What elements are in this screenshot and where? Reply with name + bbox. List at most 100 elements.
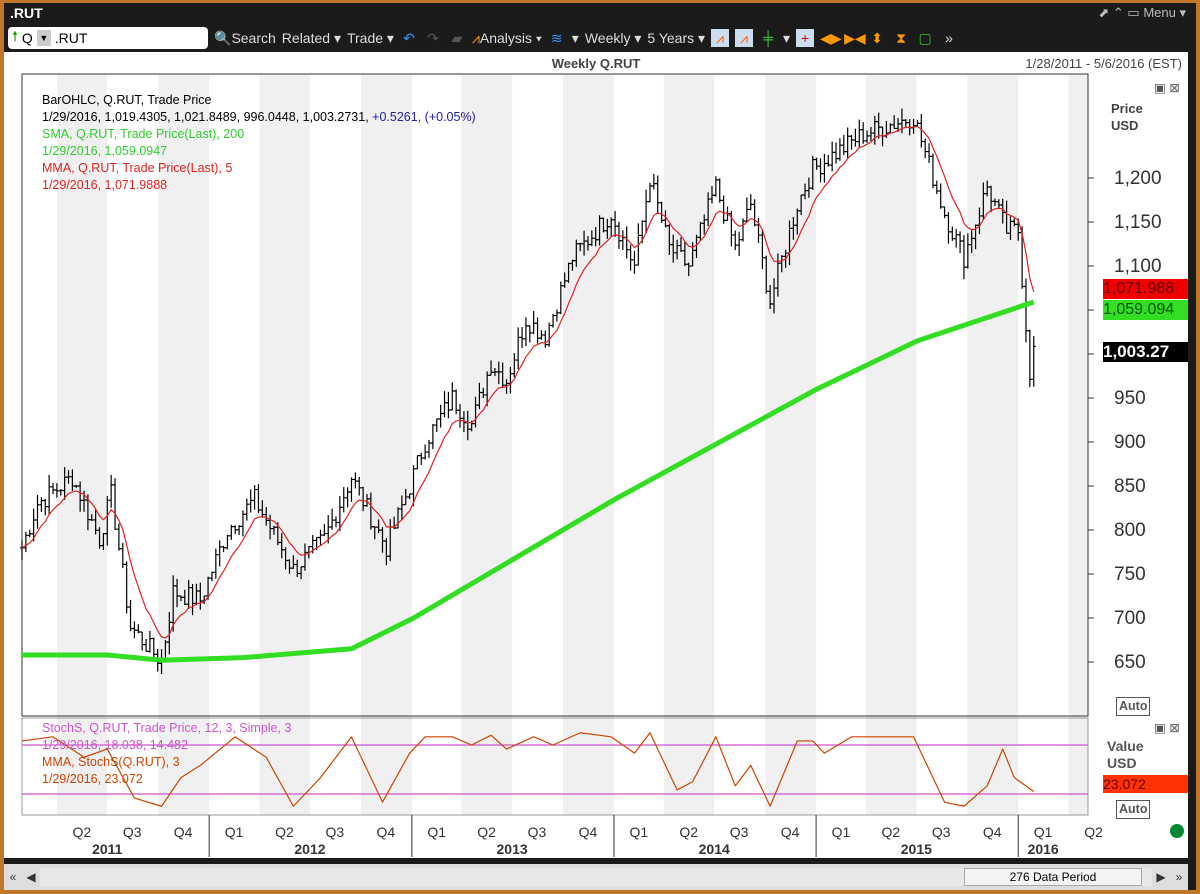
analysis-dropdown[interactable]: ⩘Analysis ▾ <box>471 29 542 46</box>
symbol-field[interactable]: 🠕 Q ▼ .RUT <box>8 27 208 49</box>
ohlc-bar <box>454 389 459 415</box>
maximize-icon[interactable]: ▭ <box>1127 5 1140 20</box>
search-button[interactable]: 🔍Search <box>214 29 276 46</box>
ohlc-bar <box>764 255 769 294</box>
ohlc-bar <box>1000 198 1005 224</box>
scroll-end-icon[interactable]: » <box>1175 870 1183 884</box>
menu-button[interactable]: Menu <box>1143 5 1176 20</box>
expand-horizontal-icon[interactable]: ◀▶ <box>820 30 842 46</box>
y-tick-label: 950 <box>1114 388 1146 409</box>
ohlc-bar <box>361 486 366 512</box>
quarter-band <box>360 74 412 815</box>
ohlc-bar <box>144 638 149 652</box>
ohlc-bar <box>244 498 249 521</box>
ohlc-bar <box>268 514 273 540</box>
compare-chart-icon[interactable]: ⩘ <box>735 29 754 47</box>
ohlc-bar <box>35 495 40 529</box>
x-quarter-label: Q3 <box>123 824 142 840</box>
crosshair-icon[interactable]: ╪ <box>763 30 773 46</box>
close-pane-icon[interactable]: ⊠ <box>1169 721 1180 735</box>
folder-icon[interactable]: ▰ <box>451 30 463 46</box>
range-dropdown[interactable]: 5 Years ▾ <box>647 29 706 46</box>
undo-icon[interactable]: ↶ <box>403 30 415 46</box>
related-dropdown[interactable]: Related ▾ <box>281 29 341 46</box>
date-range: 1/28/2011 - 5/6/2016 (EST) <box>1025 56 1182 71</box>
minimize-pane-icon[interactable]: ▣ <box>1154 81 1166 95</box>
quarter-band <box>259 74 310 815</box>
scroll-start-icon[interactable]: « <box>9 870 17 884</box>
ohlc-bar <box>799 194 804 215</box>
symbol-input[interactable]: .RUT <box>54 30 88 46</box>
compress-vertical-icon[interactable]: ⧗ <box>896 30 906 46</box>
chevron-down-icon[interactable]: ▼ <box>36 30 51 46</box>
ohlc-bar <box>965 233 970 269</box>
ohlc-bar <box>791 216 796 240</box>
ohlc-bar <box>399 495 404 520</box>
ohlc-bar <box>772 278 777 314</box>
ohlc-bar <box>202 595 207 605</box>
ohlc-bar <box>942 206 947 219</box>
ohlc-bar <box>225 534 230 550</box>
quarter-band <box>158 74 210 815</box>
x-quarter-label: Q3 <box>528 824 547 840</box>
more-icon[interactable]: » <box>945 30 953 46</box>
ohlc-bar <box>752 199 757 227</box>
ohlc-bar <box>233 525 238 534</box>
ohlc-bar <box>93 508 98 535</box>
lower-auto-scale-button[interactable]: Auto <box>1116 800 1151 819</box>
price-chart[interactable]: 650 700 750 800 850 900 950 1,100 1,150 1,200 Q2 Q3… <box>4 52 1188 858</box>
line-chart-icon[interactable]: ⩘ <box>711 29 730 47</box>
ohlc-bar <box>539 330 544 340</box>
scrollbar[interactable]: « ◀ 276 Data Period ▶ » <box>4 864 1188 890</box>
ohlc-bar <box>51 482 56 495</box>
ohlc-bar <box>748 194 753 211</box>
ohlc-bar <box>531 311 536 335</box>
ohlc-bar <box>341 487 346 513</box>
compress-horizontal-icon[interactable]: ▶◀ <box>844 30 866 46</box>
ohlc-bar <box>678 237 683 252</box>
ohlc-bar <box>818 158 823 183</box>
redo-icon[interactable]: ↷ <box>427 30 439 46</box>
scroll-thumb[interactable]: 276 Data Period <box>964 868 1142 886</box>
ohlc-bar <box>896 118 901 133</box>
ohlc-bar <box>116 523 121 551</box>
ohlc-bar <box>1008 216 1013 240</box>
quarter-band <box>967 74 1019 815</box>
scroll-track[interactable]: 276 Data Period <box>40 868 1152 886</box>
ohlc-bar <box>834 142 839 164</box>
stoch-line <box>21 732 1035 807</box>
trade-dropdown[interactable]: Trade ▾ <box>346 29 394 46</box>
analysis-icon: ⩘ <box>471 29 480 46</box>
ohlc-bar <box>20 540 24 560</box>
scroll-right-icon[interactable]: ▶ <box>1156 870 1166 884</box>
ohlc-bar <box>136 624 141 634</box>
ohlc-bar <box>252 485 257 510</box>
ohlc-bar <box>97 527 102 549</box>
ohlc-bar <box>717 178 722 203</box>
x-year-label: 2015 <box>901 841 932 857</box>
ohlc-bar <box>113 478 118 530</box>
select-icon[interactable]: ▢ <box>918 30 932 46</box>
expand-vertical-icon[interactable]: ⬍ <box>871 30 883 46</box>
ohlc-bar <box>934 180 939 195</box>
close-pane-icon[interactable]: ⊠ <box>1169 81 1180 95</box>
ohlc-bar <box>419 452 424 465</box>
ohlc-bar <box>520 327 525 348</box>
last-price-badge: 1,003.27 <box>1103 342 1188 362</box>
zoom-box-icon[interactable]: + <box>796 29 815 47</box>
popout-icon[interactable]: ⬈ <box>1098 5 1110 20</box>
scroll-left-icon[interactable]: ◀ <box>26 870 36 884</box>
auto-scale-button[interactable]: Auto <box>1116 697 1151 716</box>
minimize-pane-icon[interactable]: ▣ <box>1154 721 1166 735</box>
ohlc-bar <box>279 532 284 559</box>
x-quarter-label: Q2 <box>1084 824 1103 840</box>
ohlc-bar <box>240 510 245 537</box>
interval-dropdown[interactable]: Weekly ▾ <box>584 29 642 46</box>
ohlc-bar <box>349 477 354 502</box>
x-quarter-label: Q1 <box>427 824 446 840</box>
ohlc-bar <box>271 525 276 535</box>
ohlc-bar <box>58 489 63 496</box>
ohlc-bar <box>954 228 959 248</box>
overlay-icon[interactable]: ≋ <box>550 30 563 46</box>
collapse-icon[interactable]: ⌃ <box>1112 5 1124 20</box>
